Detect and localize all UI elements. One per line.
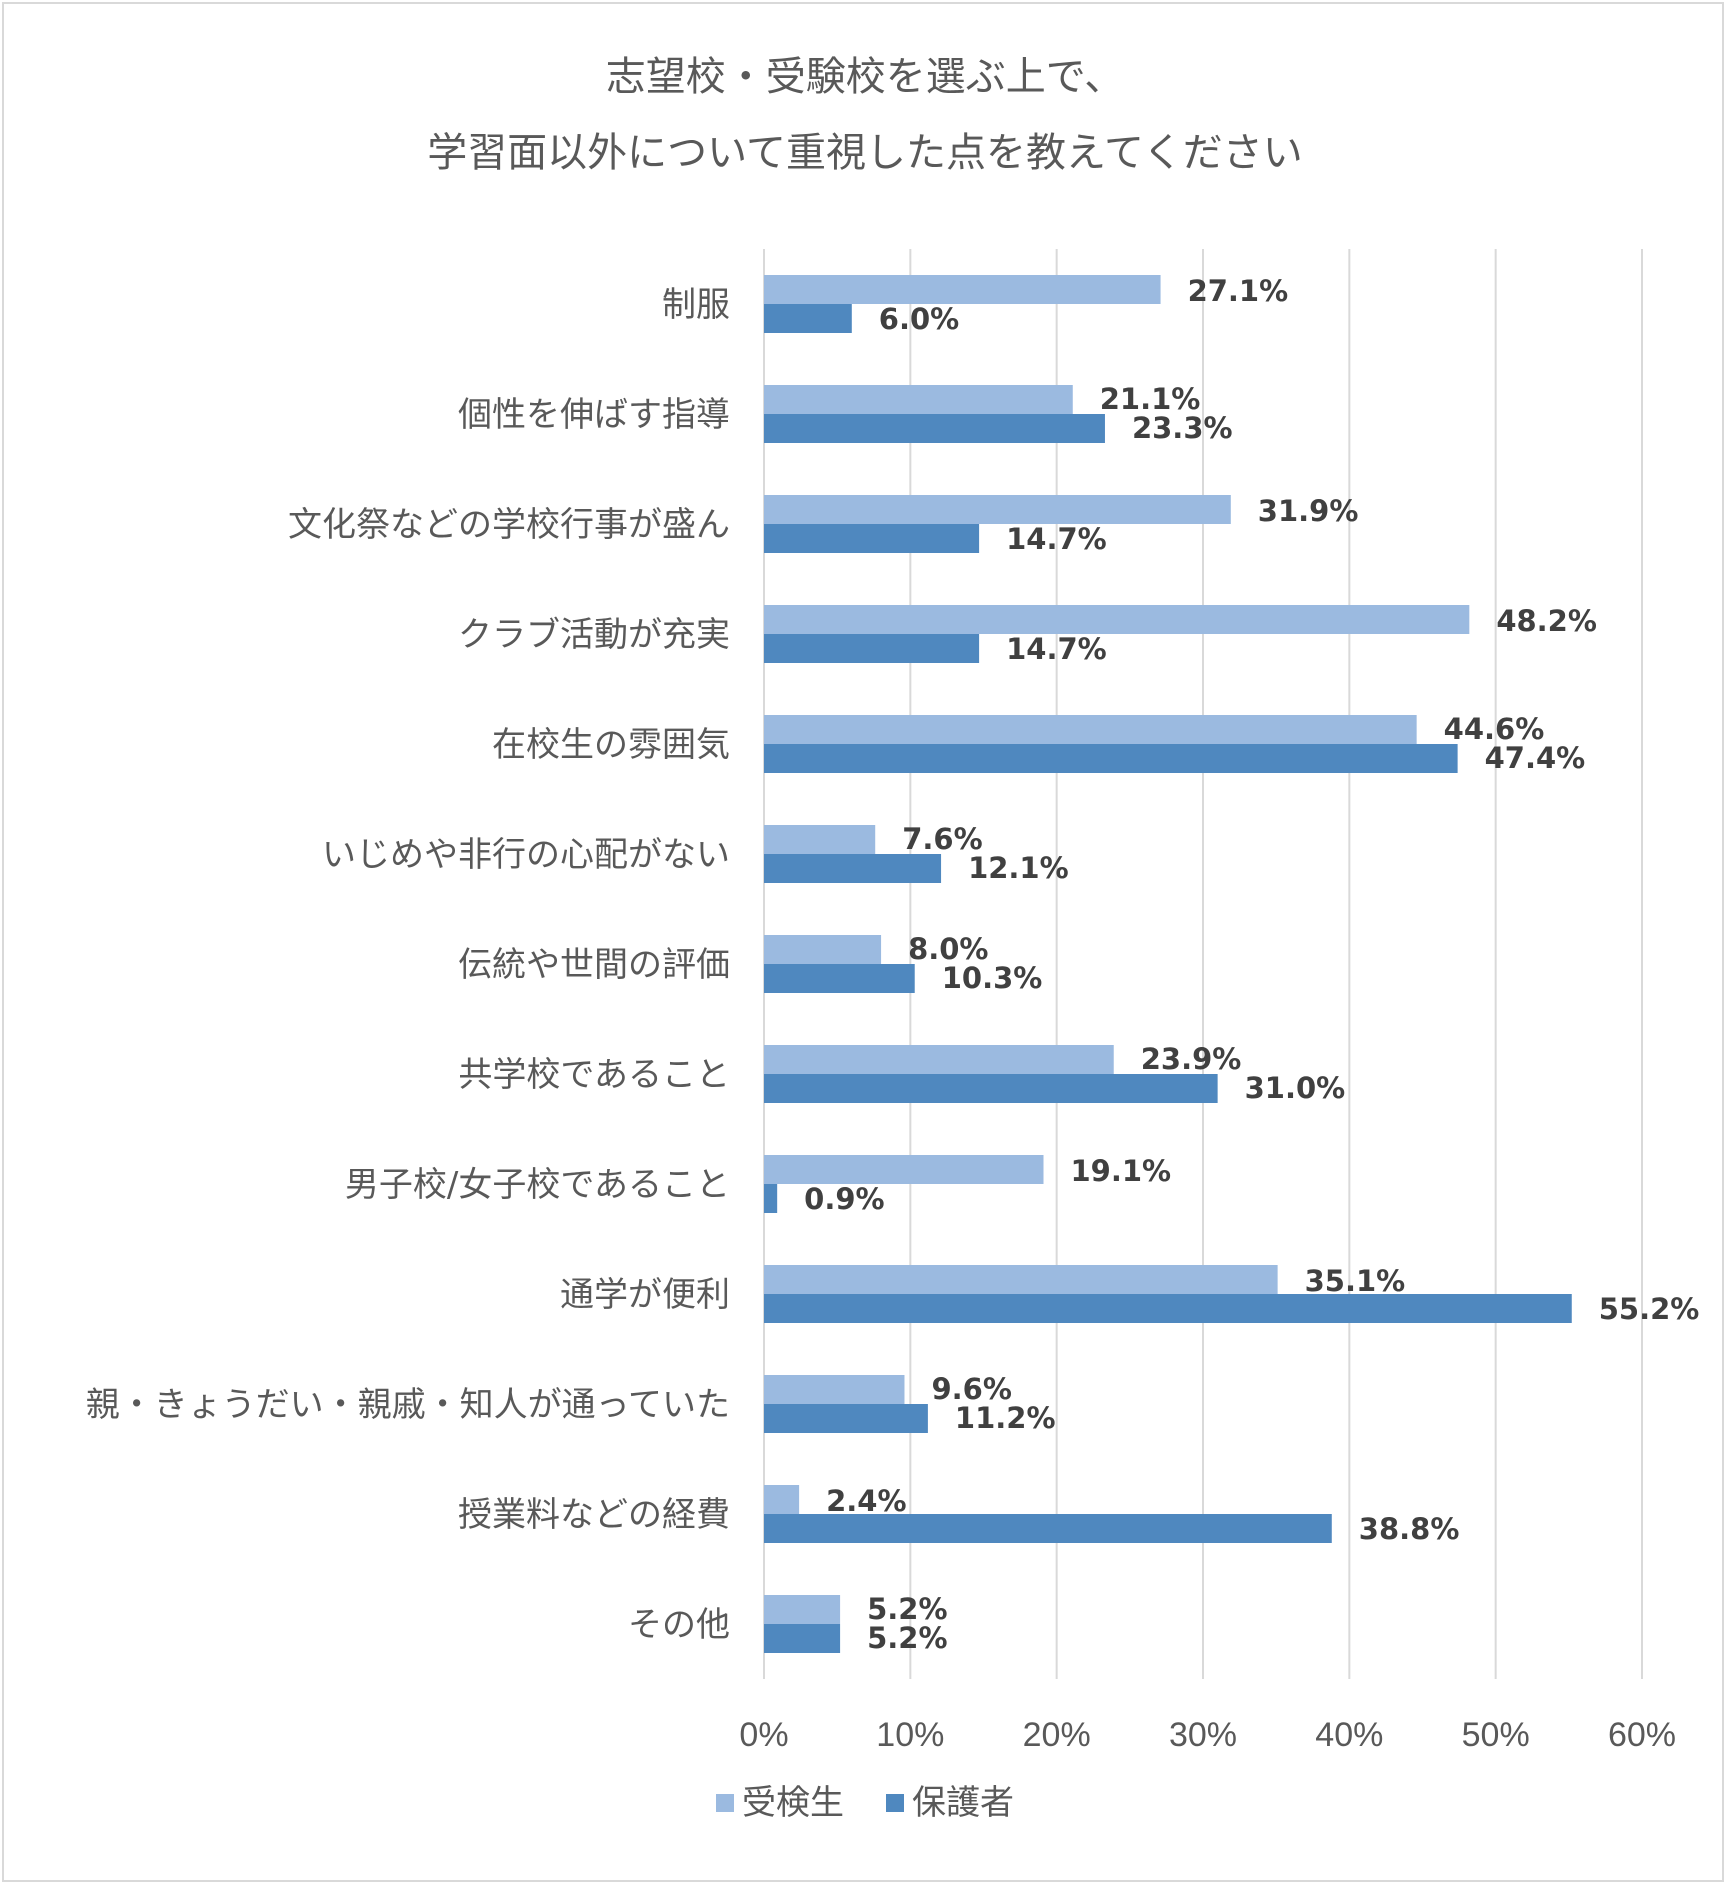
- bar-guardian: [764, 1514, 1332, 1543]
- bar-examinee: [764, 385, 1073, 414]
- bar-guardian: [764, 1294, 1572, 1323]
- chart-title-line-2: 学習面以外について重視した点を教えてください: [427, 130, 1303, 176]
- category-labels: 制服個性を伸ばす指導文化祭などの学校行事が盛んクラブ活動が充実在校生の雰囲気いじ…: [86, 285, 730, 1645]
- legend-label-guardian: 保護者: [912, 1783, 1014, 1823]
- category-label: 共学校であること: [458, 1055, 730, 1095]
- bar-examinee: [764, 605, 1470, 634]
- bar-guardian: [764, 744, 1458, 773]
- gridlines: [763, 249, 1643, 1679]
- data-label-guardian: 12.1%: [968, 851, 1069, 885]
- category-label: 伝統や世間の評価: [458, 945, 730, 985]
- data-label-examinee: 21.1%: [1100, 382, 1201, 416]
- bar-guardian: [764, 854, 942, 883]
- legend-swatch-examinee: [716, 1794, 734, 1812]
- x-tick-label: 50%: [1462, 1716, 1530, 1754]
- data-label-guardian: 47.4%: [1485, 741, 1586, 775]
- bar-examinee: [764, 1045, 1114, 1074]
- bar-guardian: [764, 304, 852, 333]
- category-label: クラブ活動が充実: [458, 615, 730, 655]
- category-label: 親・きょうだい・親戚・知人が通っていた: [86, 1385, 730, 1425]
- data-label-guardian: 23.3%: [1132, 411, 1233, 445]
- data-label-guardian: 38.8%: [1359, 1512, 1460, 1546]
- legend-label-examinee: 受検生: [742, 1783, 844, 1823]
- legend-swatch-guardian: [886, 1794, 904, 1812]
- data-label-guardian: 55.2%: [1599, 1292, 1700, 1326]
- x-tick-label: 40%: [1315, 1716, 1383, 1754]
- x-tick-label: 10%: [876, 1716, 944, 1754]
- bar-guardian: [764, 524, 980, 553]
- bar-guardian: [764, 634, 980, 663]
- bar-guardian: [764, 1624, 841, 1653]
- data-label-guardian: 0.9%: [804, 1182, 884, 1216]
- x-tick-label: 30%: [1169, 1716, 1237, 1754]
- data-label-guardian: 31.0%: [1245, 1071, 1346, 1105]
- category-label: 在校生の雰囲気: [492, 725, 730, 765]
- bars: [764, 275, 1572, 1653]
- x-axis-tick-labels: 0% 10% 20% 30% 40% 50% 60%: [739, 1716, 1676, 1754]
- bar-examinee: [764, 715, 1417, 744]
- category-label: いじめや非行の心配がない: [322, 835, 730, 875]
- data-label-examinee: 2.4%: [826, 1484, 906, 1518]
- bar-guardian: [764, 1404, 928, 1433]
- category-label: 通学が便利: [560, 1275, 730, 1315]
- data-label-examinee: 7.6%: [902, 822, 982, 856]
- category-label: 個性を伸ばす指導: [458, 395, 730, 435]
- data-label-examinee: 9.6%: [931, 1372, 1011, 1406]
- x-tick-label: 60%: [1608, 1716, 1676, 1754]
- data-label-guardian: 5.2%: [867, 1621, 947, 1655]
- x-tick-label: 0%: [739, 1716, 788, 1754]
- category-label: 授業料などの経費: [458, 1495, 730, 1535]
- data-label-guardian: 14.7%: [1006, 632, 1107, 666]
- bar-examinee: [764, 1485, 800, 1514]
- data-label-guardian: 6.0%: [879, 302, 959, 336]
- data-label-examinee: 31.9%: [1258, 494, 1359, 528]
- data-label-examinee: 44.6%: [1444, 712, 1545, 746]
- data-label-examinee: 23.9%: [1141, 1042, 1242, 1076]
- data-label-examinee: 8.0%: [908, 932, 988, 966]
- category-label: 男子校/女子校であること: [345, 1165, 730, 1205]
- bar-guardian: [764, 1074, 1218, 1103]
- bar-guardian: [764, 1184, 778, 1213]
- x-tick-label: 20%: [1023, 1716, 1091, 1754]
- bar-examinee: [764, 1595, 841, 1624]
- bar-chart: 志望校・受験校を選ぶ上で、 学習面以外について重視した点を教えてください 27.…: [86, 54, 1700, 1823]
- legend: 受検生 保護者: [716, 1783, 1014, 1823]
- data-label-examinee: 5.2%: [867, 1592, 947, 1626]
- data-label-examinee: 27.1%: [1188, 274, 1289, 308]
- bar-examinee: [764, 275, 1161, 304]
- data-label-examinee: 19.1%: [1070, 1154, 1171, 1188]
- data-label-guardian: 14.7%: [1006, 522, 1107, 556]
- category-label: 文化祭などの学校行事が盛ん: [288, 505, 730, 545]
- bar-examinee: [764, 825, 876, 854]
- bar-guardian: [764, 414, 1105, 443]
- bar-examinee: [764, 1155, 1044, 1184]
- data-labels: 27.1% 6.0% 21.1%23.3% 31.9% 14.7% 48.2% 14.7% 4…: [804, 274, 1699, 1655]
- bar-guardian: [764, 964, 915, 993]
- data-label-guardian: 11.2%: [955, 1401, 1056, 1435]
- bar-examinee: [764, 1265, 1278, 1294]
- bar-examinee: [764, 935, 882, 964]
- chart-title-line-1: 志望校・受験校を選ぶ上で、: [606, 54, 1124, 100]
- bar-examinee: [764, 495, 1231, 524]
- category-label: その他: [628, 1605, 730, 1645]
- bar-examinee: [764, 1375, 905, 1404]
- data-label-guardian: 10.3%: [942, 961, 1043, 995]
- category-label: 制服: [662, 285, 730, 325]
- data-label-examinee: 35.1%: [1305, 1264, 1406, 1298]
- data-label-examinee: 48.2%: [1496, 604, 1597, 638]
